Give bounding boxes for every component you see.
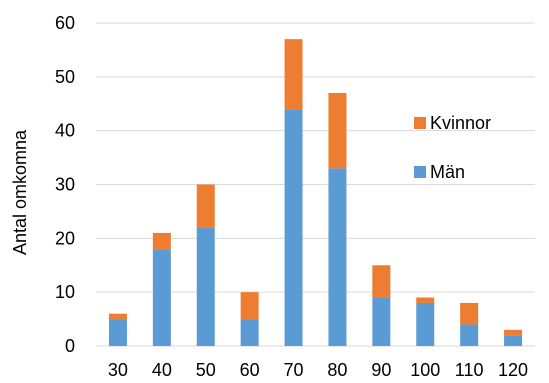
y-axis-title: Antal omkomna <box>10 129 30 255</box>
legend-label-kvinnor: Kvinnor <box>430 113 491 133</box>
bar-man-110 <box>460 324 479 346</box>
y-tick-label: 60 <box>55 13 75 33</box>
bar-man-60 <box>240 319 259 346</box>
x-tick-label: 40 <box>152 360 172 380</box>
legend-swatch-man <box>414 166 426 178</box>
y-tick-label: 0 <box>65 336 75 356</box>
legend-label-man: Män <box>430 162 465 182</box>
y-tick-label: 20 <box>55 228 75 248</box>
y-tick-label: 40 <box>55 121 75 141</box>
x-tick-label: 80 <box>327 360 347 380</box>
bar-man-120 <box>504 335 523 346</box>
x-tick-label: 90 <box>371 360 391 380</box>
bar-kvinnor-100 <box>416 297 435 303</box>
bar-kvinnor-70 <box>284 39 303 110</box>
bar-kvinnor-110 <box>460 302 479 325</box>
bar-man-100 <box>416 302 435 346</box>
bar-kvinnor-60 <box>240 292 259 320</box>
bar-man-40 <box>152 249 171 346</box>
x-tick-label: 110 <box>455 360 484 380</box>
legend: Kvinnor Män <box>414 113 491 182</box>
x-tick-label: 60 <box>240 360 260 380</box>
bar-man-80 <box>328 168 347 346</box>
bar-kvinnor-50 <box>196 184 215 228</box>
x-tick-labels: 30 40 50 60 70 80 90 100 110 120 <box>108 360 528 380</box>
bar-kvinnor-120 <box>504 329 523 336</box>
x-tick-label: 30 <box>108 360 128 380</box>
bar-kvinnor-30 <box>108 313 127 320</box>
x-tick-label: 70 <box>284 360 304 380</box>
bar-man-70 <box>284 109 303 346</box>
legend-swatch-kvinnor <box>414 117 426 129</box>
bar-kvinnor-40 <box>152 232 171 250</box>
y-tick-label: 10 <box>55 282 75 302</box>
bars <box>108 39 523 346</box>
x-tick-label: 50 <box>196 360 216 380</box>
bar-man-30 <box>108 319 127 346</box>
bar-kvinnor-80 <box>328 92 347 169</box>
y-tick-labels: 0 10 20 30 40 50 60 <box>55 13 75 356</box>
x-tick-label: 120 <box>498 360 528 380</box>
bar-man-50 <box>196 227 215 346</box>
bar-kvinnor-90 <box>372 265 391 298</box>
x-tick-label: 100 <box>410 360 440 380</box>
y-tick-label: 50 <box>55 67 75 87</box>
bar-man-90 <box>372 297 391 346</box>
y-tick-label: 30 <box>55 175 75 195</box>
